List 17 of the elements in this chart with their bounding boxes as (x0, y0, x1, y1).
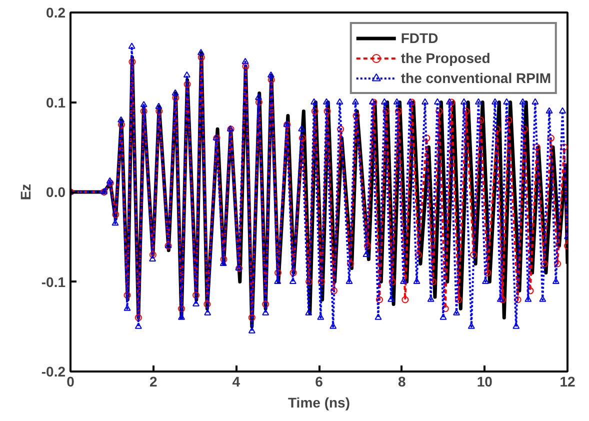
y-tick-label: 0.1 (46, 94, 66, 110)
legend-label: the Proposed (400, 50, 490, 66)
x-tick-label: 4 (232, 374, 240, 390)
legend-label: the conventional RPIM (400, 70, 551, 86)
x-tick-label: 0 (66, 374, 75, 390)
y-tick-label: 0.0 (46, 184, 66, 200)
x-tick-label: 12 (560, 374, 576, 390)
x-axis-title: Time (ns) (288, 394, 350, 410)
y-tick-label: 0.2 (46, 4, 66, 20)
x-tick-label: 6 (315, 374, 324, 390)
y-axis-title: Ez (17, 184, 34, 200)
y-tick-label: -0.1 (41, 274, 66, 290)
legend-label: FDTD (400, 30, 438, 46)
x-tick-label: 10 (476, 374, 493, 390)
x-tick-label: 2 (149, 374, 158, 390)
y-tick-label: -0.2 (41, 364, 66, 380)
x-tick-label: 8 (398, 374, 406, 390)
